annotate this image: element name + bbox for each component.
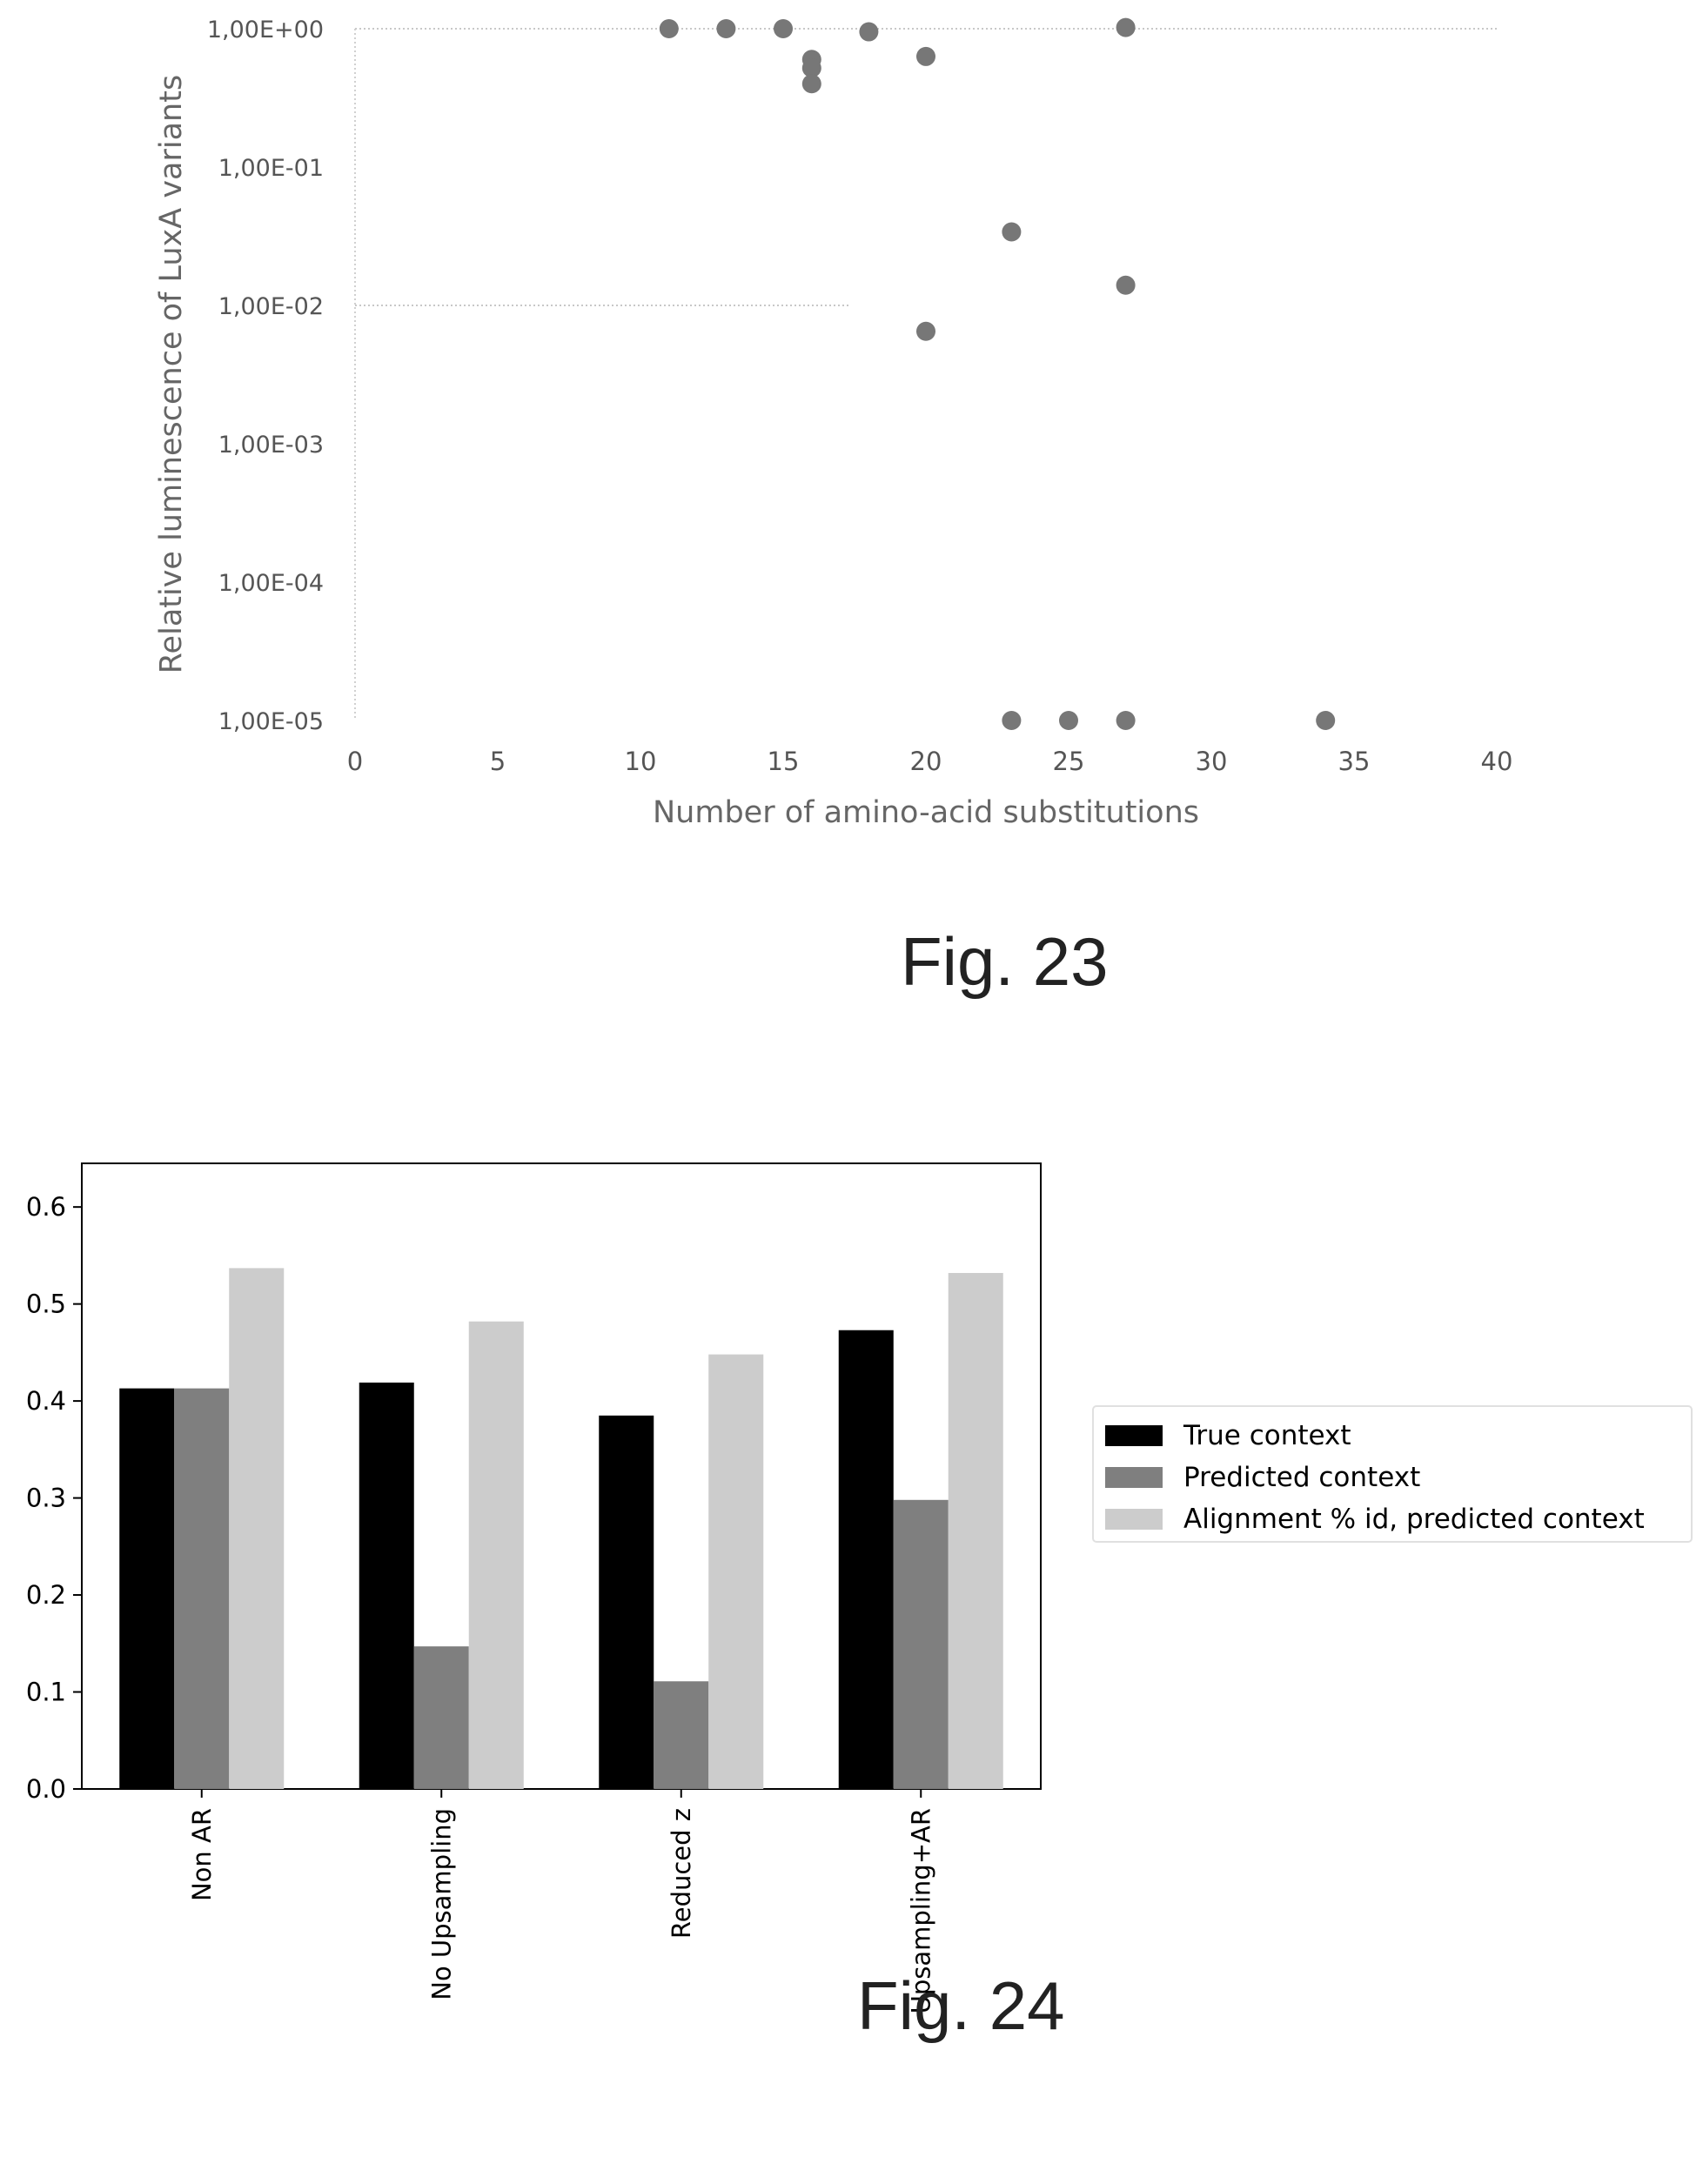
bar [468,1321,524,1789]
scatter-point [1316,711,1336,730]
bar [119,1388,175,1789]
y-tick-label: 1,00E-04 [218,570,324,597]
x-tick-label: 15 [768,747,800,776]
y-tick-label: 0.0 [26,1774,66,1804]
x-axis-label: Number of amino-acid substitutions [653,795,1199,830]
scatter-point [801,74,821,94]
x-tick-label: No Upsampling [426,1808,456,2000]
y-tick-label: 0.3 [26,1484,66,1513]
scatter-point [1059,711,1078,730]
scatter-point [659,19,679,38]
scatter-point [859,22,879,42]
legend-label: True context [1183,1420,1351,1451]
scatter-point [916,46,935,66]
scatter-point [1002,222,1022,242]
legend-label: Alignment % id, predicted context [1183,1504,1645,1535]
y-tick-label: 1,00E-05 [218,708,324,735]
scatter-point [716,19,736,38]
x-tick-label: 40 [1481,747,1513,776]
scatter-point [1116,17,1136,37]
y-tick-label: 0.1 [26,1678,66,1707]
scatter-point [1116,275,1136,295]
legend-swatch [1105,1467,1163,1488]
legend-swatch [1105,1509,1163,1530]
scatter-point [1002,711,1022,730]
y-axis-label: Relative luminescence of LuxA variants [154,75,189,673]
bar [654,1681,709,1789]
x-tick-label: Non AR [187,1808,217,1901]
bar [359,1382,414,1789]
y-tick-label: 1,00E-01 [218,155,324,182]
y-tick-label: 1,00E+00 [207,17,324,44]
plot-frame [81,1162,1042,1790]
x-tick-label: 0 [347,747,363,776]
x-tick-label: 25 [1053,747,1085,776]
y-tick-label: 0.2 [26,1580,66,1610]
scatter-chart: 1,00E+00 1,00E-01 1,00E-02 1,00E-03 1,00E-04… [154,17,1513,830]
y-tick-label: 0.5 [26,1290,66,1319]
fig23-label: Fig. 23 [901,923,1109,1000]
bar [413,1646,469,1789]
y-tick-label: 1,00E-02 [218,293,324,320]
y-tick-label: 1,00E-03 [218,432,324,459]
legend-box [1092,1405,1693,1543]
legend-swatch [1105,1425,1163,1446]
fig24-label: Fig. 24 [857,1967,1065,2044]
y-tick-label: 0.6 [26,1192,66,1222]
x-tick-label: Reduced z [667,1808,696,1939]
scatter-point [916,321,935,341]
x-tick-label: 5 [490,747,506,776]
scatter-point [1116,711,1136,730]
scatter-point [774,19,793,38]
x-tick-label: 20 [910,747,942,776]
bar [893,1499,949,1789]
bar [838,1330,894,1789]
bar [708,1354,764,1789]
legend-label: Predicted context [1183,1462,1420,1493]
x-tick-label: 10 [625,747,657,776]
bar [599,1415,654,1789]
x-tick-label: Upsampling+AR [906,1808,935,2013]
scatter-point [801,58,821,78]
bar [229,1268,285,1789]
x-tick-label: 35 [1338,747,1371,776]
bar [174,1388,230,1789]
y-tick-label: 0.4 [26,1386,66,1416]
x-tick-label: 30 [1196,747,1228,776]
bar [948,1272,1003,1789]
